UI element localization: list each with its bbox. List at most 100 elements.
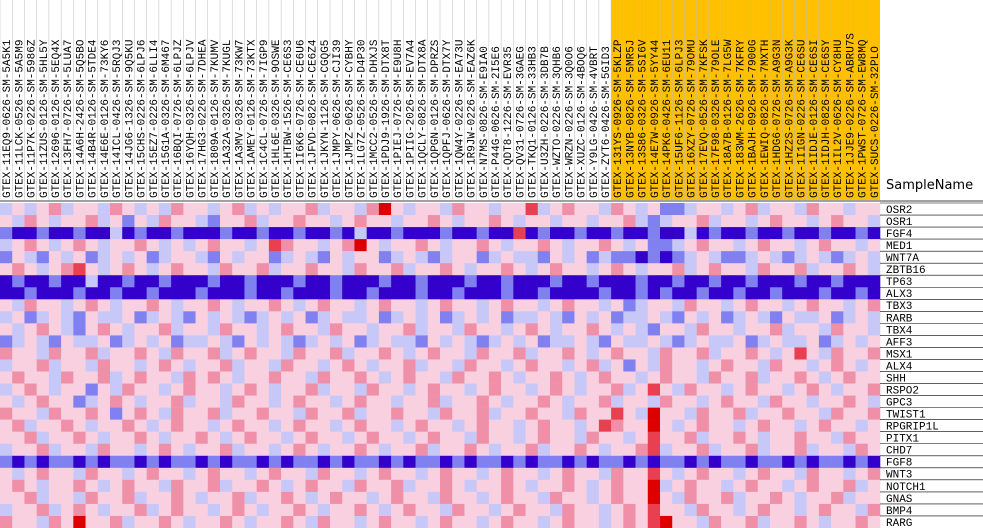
heatmap-cell — [195, 263, 209, 276]
heatmap-cell — [232, 335, 245, 348]
heatmap-cell — [134, 419, 147, 433]
heatmap-cell — [611, 431, 624, 445]
heatmap-cell — [97, 443, 111, 457]
heatmap-cell — [660, 275, 673, 288]
heatmap-cell — [537, 467, 551, 481]
sample-highlight — [672, 0, 685, 200]
heatmap-cell — [183, 395, 196, 408]
heatmap-cell — [97, 407, 111, 420]
heatmap-cell — [855, 467, 869, 481]
heatmap-cell — [36, 491, 50, 505]
heatmap-cell — [12, 335, 25, 348]
heatmap-cell — [672, 419, 685, 433]
heatmap-cell — [293, 203, 306, 216]
heatmap-cell — [488, 239, 502, 252]
heatmap-cell — [696, 503, 710, 517]
sample-highlight — [684, 0, 697, 200]
heatmap-cell — [782, 407, 795, 420]
heatmap-cell — [0, 383, 13, 396]
heatmap-cell — [476, 419, 490, 433]
heatmap-cell — [696, 227, 710, 240]
heatmap-cell — [818, 515, 832, 528]
heatmap-cell — [721, 215, 734, 228]
heatmap-cell — [146, 227, 160, 240]
heatmap-cell — [281, 263, 294, 276]
heatmap-cell — [305, 275, 319, 288]
heatmap-cell — [342, 503, 355, 517]
heatmap-cell — [537, 371, 551, 384]
heatmap-cell — [501, 251, 514, 264]
sample-label: GTEX-15EZ7-0226-SM-6LLI4 — [149, 39, 161, 198]
heatmap-cell — [574, 215, 587, 228]
heatmap-cell — [696, 431, 710, 445]
heatmap-cell — [696, 299, 710, 312]
heatmap-cell — [452, 215, 465, 228]
heatmap-cell — [342, 383, 355, 396]
heatmap-cell — [342, 407, 355, 420]
heatmap-cell — [36, 299, 50, 312]
heatmap-cell — [36, 419, 50, 433]
heatmap-cell — [122, 443, 135, 457]
heatmap-cell — [85, 395, 99, 408]
heatmap-cell — [501, 215, 514, 228]
heatmap-cell — [195, 323, 209, 336]
heatmap-cell — [61, 347, 74, 360]
heatmap-cell — [794, 395, 807, 408]
sample-label: GTEX-1QPGN-0126-SM-DPRZS — [430, 39, 442, 198]
heatmap-cell — [110, 203, 123, 216]
heatmap-cell — [672, 515, 685, 528]
heatmap-cell — [611, 503, 624, 517]
heatmap-cell — [403, 311, 416, 324]
sample-highlight — [757, 0, 770, 200]
sample-label: GTEX-14JG6-1326-SM-9Q5KU — [124, 40, 136, 198]
heatmap-cell — [354, 215, 367, 228]
heatmap-cell — [770, 383, 783, 396]
heatmap-cell — [733, 287, 746, 300]
heatmap-cell — [513, 395, 526, 408]
heatmap-cell — [684, 287, 697, 300]
heatmap-cell — [818, 215, 832, 228]
heatmap-cell — [0, 215, 13, 228]
heatmap-cell — [635, 203, 649, 216]
heatmap-cell — [281, 467, 294, 481]
heatmap-cell — [733, 263, 746, 276]
heatmap-cell — [36, 455, 50, 469]
heatmap-cell — [782, 443, 795, 457]
heatmap-cell — [867, 467, 881, 481]
heatmap-cell — [12, 371, 25, 384]
heatmap-cell — [12, 419, 25, 433]
heatmap-cell — [550, 299, 563, 312]
heatmap-cell — [721, 503, 734, 517]
heatmap-cell — [513, 287, 526, 300]
gene-label: TWIST1 — [886, 410, 926, 422]
heatmap-cell — [268, 203, 282, 216]
heatmap-cell — [867, 491, 881, 505]
heatmap-cell — [574, 227, 587, 240]
heatmap-cell — [586, 443, 600, 457]
heatmap-cell — [281, 383, 294, 396]
heatmap-cell — [391, 215, 404, 228]
heatmap-cell — [256, 455, 270, 469]
heatmap-cell — [36, 467, 50, 481]
heatmap-cell — [672, 335, 685, 348]
sample-highlight — [733, 0, 746, 200]
heatmap-cell — [867, 203, 881, 216]
heatmap-cell — [415, 323, 429, 336]
heatmap-cell — [293, 251, 306, 264]
heatmap-cell — [24, 455, 37, 469]
heatmap-cell — [366, 503, 380, 517]
heatmap-cell — [85, 359, 99, 372]
heatmap-cell — [843, 239, 856, 252]
heatmap-cell — [330, 311, 343, 324]
heatmap-cell — [660, 203, 673, 216]
heatmap-cell — [696, 335, 710, 348]
heatmap-cell — [867, 359, 881, 372]
heatmap-cell — [122, 455, 135, 469]
gene-label: TBX3 — [886, 301, 912, 313]
heatmap-cell — [684, 311, 697, 324]
heatmap-cell — [733, 227, 746, 240]
heatmap-cell — [232, 251, 245, 264]
heatmap-cell — [696, 275, 710, 288]
heatmap-cell — [244, 491, 257, 505]
heatmap-cell — [733, 431, 746, 445]
